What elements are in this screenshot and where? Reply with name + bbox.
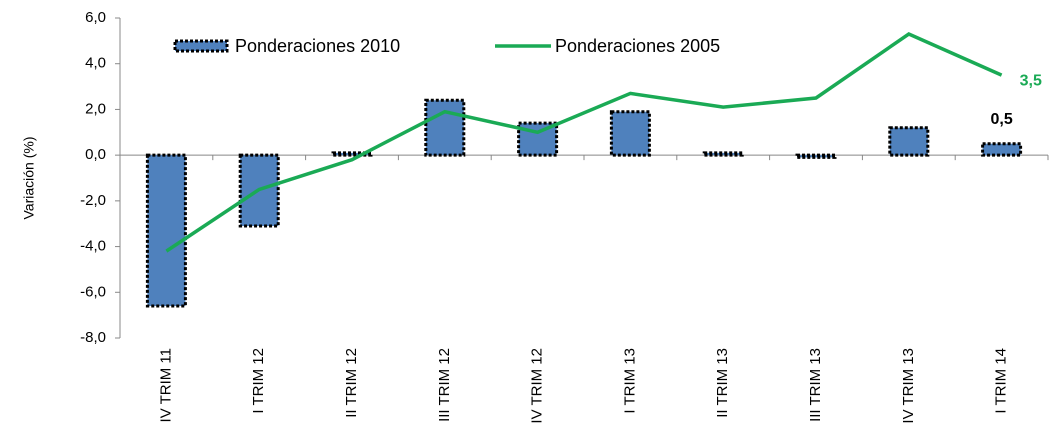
bar [331,151,373,157]
x-tick-label: IV TRIM 11 [157,348,174,422]
bar [888,126,930,157]
x-tick-label: IV TRIM 13 [900,348,917,424]
x-tick-label: I TRIM 14 [993,348,1010,414]
legend-label: Ponderaciones 2005 [555,36,720,56]
legend-label: Ponderaciones 2010 [235,36,400,56]
y-tick-label: -8,0 [80,329,106,346]
y-tick-label: 0,0 [85,146,106,163]
x-tick-label: III TRIM 13 [807,348,824,422]
x-tick-label: IV TRIM 12 [529,348,546,424]
y-tick-label: -6,0 [80,283,106,300]
y-tick-label: -2,0 [80,192,106,209]
y-axis-label: Variación (%) [21,137,37,220]
y-tick-label: 6,0 [85,9,106,26]
x-tick-label: II TRIM 12 [343,348,360,418]
line [165,32,1003,253]
y-tick-label: 2,0 [85,100,106,117]
bar [795,153,837,159]
legend-swatch [173,39,229,53]
x-tick-label: II TRIM 13 [714,348,731,418]
bar [981,142,1023,157]
x-tick-label: I TRIM 13 [621,348,638,414]
bar [424,98,466,157]
y-tick-label: -4,0 [80,238,106,255]
bar [702,151,744,157]
data-label: 0,5 [990,111,1012,128]
bar [609,110,651,157]
bar [145,153,187,308]
x-tick-label: III TRIM 12 [436,348,453,422]
x-tick-label: I TRIM 12 [250,348,267,414]
y-tick-label: 4,0 [85,55,106,72]
data-label: 3,5 [1020,72,1042,89]
